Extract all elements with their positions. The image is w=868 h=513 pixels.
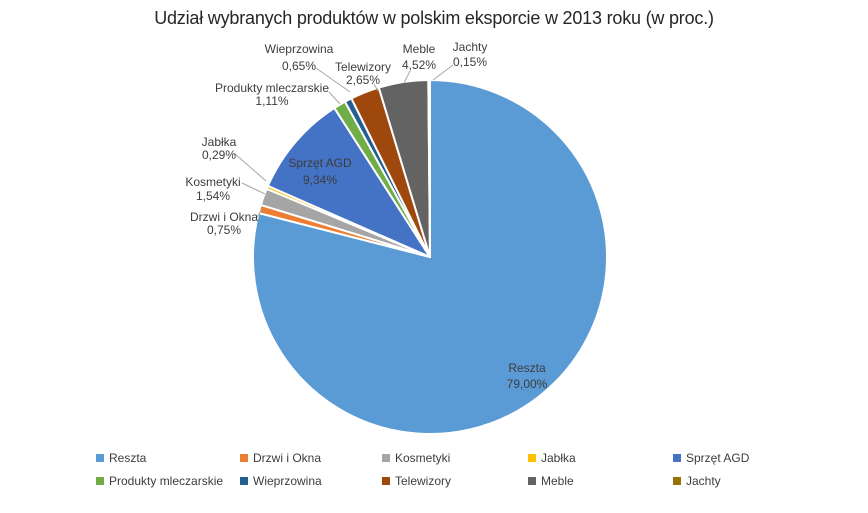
- legend-swatch-reszta: [96, 454, 104, 462]
- data-label-value-sprzet-agd: 9,34%: [303, 173, 337, 187]
- legend-swatch-produkty-mleczarskie: [96, 477, 104, 485]
- data-label-name-sprzet-agd: Sprzęt AGD: [288, 156, 352, 170]
- legend-item-produkty-mleczarskie: Produkty mleczarskie: [96, 474, 223, 488]
- legend-swatch-drzwi-i-okna: [240, 454, 248, 462]
- legend-swatch-sprzet-agd: [673, 454, 681, 462]
- legend-label-wieprzowina: Wieprzowina: [253, 474, 322, 488]
- legend-item-jablka: Jabłka: [528, 451, 576, 465]
- legend-item-kosmetyki: Kosmetyki: [382, 451, 450, 465]
- data-label-value-wieprzowina: 0,65%: [282, 59, 316, 73]
- legend-label-meble: Meble: [541, 474, 574, 488]
- legend-label-jablka: Jabłka: [541, 451, 576, 465]
- legend-item-telewizory: Telewizory: [382, 474, 451, 488]
- data-label-value-meble: 4,52%: [402, 58, 436, 72]
- data-label-name-produkty-mleczarskie: Produkty mleczarskie: [215, 81, 329, 95]
- legend-item-wieprzowina: Wieprzowina: [240, 474, 322, 488]
- legend-swatch-jablka: [528, 454, 536, 462]
- legend-swatch-wieprzowina: [240, 477, 248, 485]
- data-label-value-jachty: 0,15%: [453, 55, 487, 69]
- leader-line-telewizory: [373, 83, 379, 92]
- legend-label-drzwi-i-okna: Drzwi i Okna: [253, 451, 322, 465]
- legend-label-telewizory: Telewizory: [395, 474, 452, 488]
- data-label-name-meble: Meble: [403, 42, 436, 56]
- legend-label-sprzet-agd: Sprzęt AGD: [686, 451, 750, 465]
- leader-line-jablka: [233, 152, 267, 182]
- leader-line-kosmetyki: [241, 182, 266, 195]
- data-label-name-telewizory: Telewizory: [335, 60, 391, 74]
- legend-swatch-telewizory: [382, 477, 390, 485]
- legend-label-jachty: Jachty: [686, 474, 721, 488]
- data-label-value-produkty-mleczarskie: 1,11%: [255, 94, 288, 108]
- legend-label-kosmetyki: Kosmetyki: [395, 451, 451, 465]
- pie-slice-sprzet-agd: [266, 107, 431, 258]
- leader-line-jachty: [432, 64, 454, 81]
- data-label-name-drzwi-i-okna: Drzwi i Okna: [190, 210, 258, 224]
- legend-item-jachty: Jachty: [673, 474, 721, 488]
- legend-item-sprzet-agd: Sprzęt AGD: [673, 451, 749, 465]
- data-label-value-telewizory: 2,65%: [346, 73, 380, 87]
- data-label-value-drzwi-i-okna: 0,75%: [207, 223, 241, 237]
- data-label-value-kosmetyki: 1,54%: [196, 189, 230, 203]
- leader-line-produkty-mleczarskie: [328, 91, 341, 105]
- legend-swatch-kosmetyki: [382, 454, 390, 462]
- pie-slice-reszta: [252, 79, 608, 435]
- data-label-value-jablka: 0,29%: [202, 148, 236, 162]
- data-label-name-kosmetyki: Kosmetyki: [185, 175, 240, 189]
- legend-item-meble: Meble: [528, 474, 574, 488]
- leader-line-meble: [403, 70, 411, 84]
- legend-label-produkty-mleczarskie: Produkty mleczarskie: [109, 474, 224, 488]
- data-label-name-reszta: Reszta: [508, 361, 546, 375]
- leader-line-drzwi-i-okna: [256, 208, 263, 218]
- legend-swatch-meble: [528, 477, 536, 485]
- legend-label-reszta: Reszta: [109, 451, 147, 465]
- chart-title: Udział wybranych produktów w polskim eks…: [154, 8, 714, 28]
- leader-line-wieprzowina: [315, 67, 351, 93]
- data-label-name-jachty: Jachty: [453, 40, 488, 54]
- data-label-name-jablka: Jabłka: [202, 135, 237, 149]
- legend-item-drzwi-i-okna: Drzwi i Okna: [240, 451, 321, 465]
- pie-slice-jachty: [427, 79, 431, 258]
- legend-item-reszta: Reszta: [96, 451, 146, 465]
- data-label-name-wieprzowina: Wieprzowina: [265, 42, 334, 56]
- data-label-value-reszta: 79,00%: [507, 377, 548, 391]
- legend-swatch-jachty: [673, 477, 681, 485]
